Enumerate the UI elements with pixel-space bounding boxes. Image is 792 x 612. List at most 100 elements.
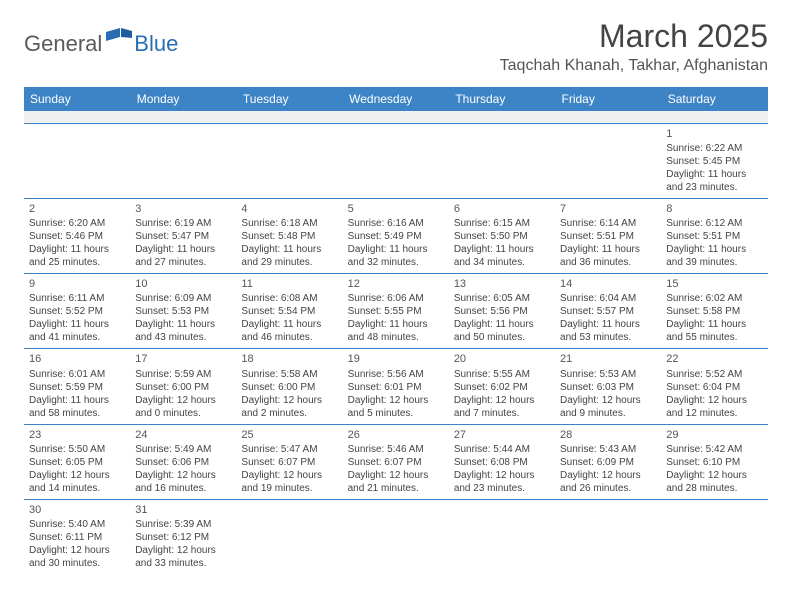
- sunset-text: Sunset: 6:03 PM: [560, 381, 656, 394]
- calendar-cell: 6Sunrise: 6:15 AMSunset: 5:50 PMDaylight…: [449, 198, 555, 273]
- day-header: Monday: [130, 87, 236, 111]
- calendar-cell: 12Sunrise: 6:06 AMSunset: 5:55 PMDayligh…: [343, 274, 449, 349]
- sunset-text: Sunset: 6:11 PM: [29, 531, 125, 544]
- calendar-cell: 15Sunrise: 6:02 AMSunset: 5:58 PMDayligh…: [661, 274, 767, 349]
- day-number: 30: [29, 503, 125, 517]
- day-number: 3: [135, 202, 231, 216]
- flag-icon: [106, 28, 132, 51]
- daylight-text: Daylight: 12 hours: [454, 469, 550, 482]
- day-header: Tuesday: [236, 87, 342, 111]
- daylight-text: Daylight: 11 hours: [454, 243, 550, 256]
- location-text: Taqchah Khanah, Takhar, Afghanistan: [500, 57, 768, 75]
- calendar-cell: 4Sunrise: 6:18 AMSunset: 5:48 PMDaylight…: [236, 198, 342, 273]
- calendar-cell: 1Sunrise: 6:22 AMSunset: 5:45 PMDaylight…: [661, 123, 767, 198]
- daylight-text: and 23 minutes.: [454, 482, 550, 495]
- calendar-cell: 13Sunrise: 6:05 AMSunset: 5:56 PMDayligh…: [449, 274, 555, 349]
- calendar-cell: 22Sunrise: 5:52 AMSunset: 6:04 PMDayligh…: [661, 349, 767, 424]
- day-number: 15: [666, 277, 762, 291]
- daylight-text: Daylight: 12 hours: [29, 544, 125, 557]
- calendar-cell: 3Sunrise: 6:19 AMSunset: 5:47 PMDaylight…: [130, 198, 236, 273]
- day-number: 19: [348, 352, 444, 366]
- sunrise-text: Sunrise: 5:53 AM: [560, 368, 656, 381]
- calendar-cell: 11Sunrise: 6:08 AMSunset: 5:54 PMDayligh…: [236, 274, 342, 349]
- sunrise-text: Sunrise: 5:50 AM: [29, 443, 125, 456]
- sunrise-text: Sunrise: 5:47 AM: [241, 443, 337, 456]
- calendar-cell: 19Sunrise: 5:56 AMSunset: 6:01 PMDayligh…: [343, 349, 449, 424]
- sunset-text: Sunset: 5:51 PM: [666, 230, 762, 243]
- day-number: 24: [135, 428, 231, 442]
- calendar-cell: [343, 499, 449, 574]
- daylight-text: and 19 minutes.: [241, 482, 337, 495]
- daylight-text: Daylight: 11 hours: [666, 318, 762, 331]
- sunrise-text: Sunrise: 6:09 AM: [135, 292, 231, 305]
- title-block: March 2025 Taqchah Khanah, Takhar, Afgha…: [500, 18, 768, 75]
- daylight-text: and 27 minutes.: [135, 256, 231, 269]
- sunrise-text: Sunrise: 6:15 AM: [454, 217, 550, 230]
- calendar-cell: [130, 123, 236, 198]
- daylight-text: and 23 minutes.: [666, 181, 762, 194]
- daylight-text: Daylight: 11 hours: [135, 318, 231, 331]
- sunset-text: Sunset: 5:46 PM: [29, 230, 125, 243]
- sunset-text: Sunset: 6:05 PM: [29, 456, 125, 469]
- calendar-cell: 7Sunrise: 6:14 AMSunset: 5:51 PMDaylight…: [555, 198, 661, 273]
- daylight-text: and 2 minutes.: [241, 407, 337, 420]
- sunrise-text: Sunrise: 6:02 AM: [666, 292, 762, 305]
- calendar-cell: 10Sunrise: 6:09 AMSunset: 5:53 PMDayligh…: [130, 274, 236, 349]
- daylight-text: and 32 minutes.: [348, 256, 444, 269]
- daylight-text: Daylight: 12 hours: [348, 394, 444, 407]
- sunrise-text: Sunrise: 5:52 AM: [666, 368, 762, 381]
- daylight-text: Daylight: 12 hours: [348, 469, 444, 482]
- calendar-cell: [236, 499, 342, 574]
- calendar-week-row: 2Sunrise: 6:20 AMSunset: 5:46 PMDaylight…: [24, 198, 768, 273]
- sunrise-text: Sunrise: 5:43 AM: [560, 443, 656, 456]
- day-number: 5: [348, 202, 444, 216]
- daylight-text: Daylight: 11 hours: [666, 168, 762, 181]
- day-number: 4: [241, 202, 337, 216]
- calendar-cell: [555, 123, 661, 198]
- daylight-text: Daylight: 12 hours: [241, 394, 337, 407]
- daylight-text: and 26 minutes.: [560, 482, 656, 495]
- sunrise-text: Sunrise: 6:20 AM: [29, 217, 125, 230]
- day-number: 20: [454, 352, 550, 366]
- day-number: 16: [29, 352, 125, 366]
- daylight-text: and 12 minutes.: [666, 407, 762, 420]
- sunrise-text: Sunrise: 6:16 AM: [348, 217, 444, 230]
- day-number: 14: [560, 277, 656, 291]
- calendar-cell: 28Sunrise: 5:43 AMSunset: 6:09 PMDayligh…: [555, 424, 661, 499]
- sunrise-text: Sunrise: 6:05 AM: [454, 292, 550, 305]
- daylight-text: and 9 minutes.: [560, 407, 656, 420]
- calendar-cell: 20Sunrise: 5:55 AMSunset: 6:02 PMDayligh…: [449, 349, 555, 424]
- sunrise-text: Sunrise: 5:59 AM: [135, 368, 231, 381]
- calendar-week-row: 30Sunrise: 5:40 AMSunset: 6:11 PMDayligh…: [24, 499, 768, 574]
- sunset-text: Sunset: 5:58 PM: [666, 305, 762, 318]
- sunset-text: Sunset: 5:48 PM: [241, 230, 337, 243]
- day-number: 22: [666, 352, 762, 366]
- daylight-text: Daylight: 11 hours: [348, 318, 444, 331]
- daylight-text: Daylight: 12 hours: [454, 394, 550, 407]
- daylight-text: and 46 minutes.: [241, 331, 337, 344]
- sunrise-text: Sunrise: 6:04 AM: [560, 292, 656, 305]
- daylight-text: and 33 minutes.: [135, 557, 231, 570]
- sunrise-text: Sunrise: 5:58 AM: [241, 368, 337, 381]
- daylight-text: and 28 minutes.: [666, 482, 762, 495]
- calendar-spacer-row: [24, 111, 768, 123]
- daylight-text: Daylight: 12 hours: [241, 469, 337, 482]
- daylight-text: Daylight: 11 hours: [135, 243, 231, 256]
- day-number: 28: [560, 428, 656, 442]
- day-number: 27: [454, 428, 550, 442]
- day-number: 9: [29, 277, 125, 291]
- daylight-text: and 14 minutes.: [29, 482, 125, 495]
- daylight-text: and 7 minutes.: [454, 407, 550, 420]
- sunset-text: Sunset: 6:07 PM: [241, 456, 337, 469]
- daylight-text: Daylight: 12 hours: [135, 469, 231, 482]
- calendar-week-row: 1Sunrise: 6:22 AMSunset: 5:45 PMDaylight…: [24, 123, 768, 198]
- sunset-text: Sunset: 6:10 PM: [666, 456, 762, 469]
- sunrise-text: Sunrise: 6:18 AM: [241, 217, 337, 230]
- sunrise-text: Sunrise: 6:22 AM: [666, 142, 762, 155]
- daylight-text: and 25 minutes.: [29, 256, 125, 269]
- calendar-cell: [449, 499, 555, 574]
- sunrise-text: Sunrise: 6:08 AM: [241, 292, 337, 305]
- daylight-text: and 53 minutes.: [560, 331, 656, 344]
- calendar-cell: [236, 123, 342, 198]
- sunset-text: Sunset: 5:50 PM: [454, 230, 550, 243]
